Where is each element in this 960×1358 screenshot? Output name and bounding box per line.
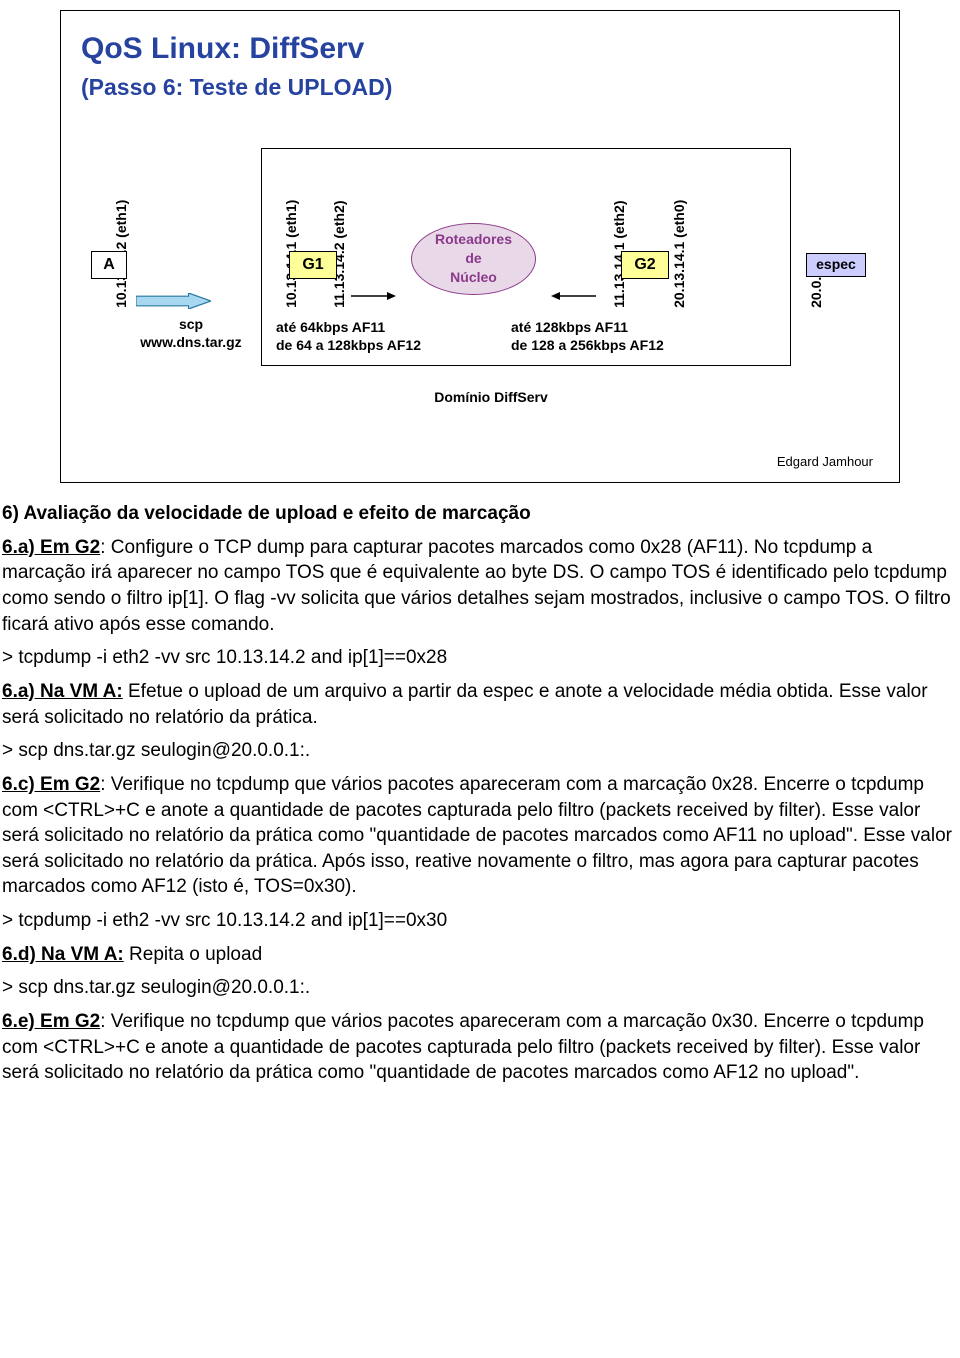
label-6a: 6.a) Em G2 — [2, 537, 100, 558]
core-line2: de — [465, 249, 481, 268]
arrow-scp — [136, 291, 211, 307]
scp-line2: www.dns.tar.gz — [140, 334, 241, 350]
node-g1: G1 — [289, 251, 337, 279]
body-text: 6) Avaliação da velocidade de upload e e… — [0, 501, 960, 1114]
rate-right-1: até 128kbps AF11 — [511, 319, 628, 335]
text-6a: : Configure o TCP dump para capturar pac… — [2, 537, 951, 635]
label-6a2: 6.a) Na VM A: — [2, 681, 123, 702]
cmd-6d: > scp dns.tar.gz seulogin@20.0.0.1:. — [2, 975, 958, 1001]
cmd-6c: > tcpdump -i eth2 -vv src 10.13.14.2 and… — [2, 908, 958, 934]
slide-title: QoS Linux: DiffServ — [81, 29, 879, 70]
credit: Edgard Jamhour — [81, 453, 873, 471]
text-6c: : Verifique no tcpdump que vários pacote… — [2, 774, 952, 898]
domain-label: Domínio DiffServ — [411, 388, 571, 407]
node-g2: G2 — [621, 251, 669, 279]
cmd-6a: > tcpdump -i eth2 -vv src 10.13.14.2 and… — [2, 645, 958, 671]
network-diagram: 10.13.14.2 (eth1) A scp www.dns.tar.gz 1… — [81, 143, 879, 443]
arrow-core-g2 — [551, 283, 596, 293]
text-6a2: Efetue o upload de um arquivo a partir d… — [2, 681, 928, 728]
rate-right: até 128kbps AF11 de 128 a 256kbps AF12 — [511, 318, 664, 356]
scp-line1: scp — [179, 316, 203, 332]
para-6d: 6.d) Na VM A: Repita o upload — [2, 942, 958, 968]
arrow-g1-core — [351, 283, 396, 293]
slide-box: QoS Linux: DiffServ (Passo 6: Teste de U… — [60, 10, 900, 483]
ip-label-g2-right: 20.13.14.1 (eth0) — [670, 199, 689, 307]
text-6e: : Verifique no tcpdump que vários pacote… — [2, 1011, 924, 1083]
node-espec: espec — [806, 253, 866, 277]
core-line1: Roteadores — [435, 230, 512, 249]
rate-left: até 64kbps AF11 de 64 a 128kbps AF12 — [276, 318, 421, 356]
rate-left-1: até 64kbps AF11 — [276, 319, 385, 335]
rate-left-2: de 64 a 128kbps AF12 — [276, 337, 421, 353]
node-a: A — [91, 251, 127, 279]
rate-right-2: de 128 a 256kbps AF12 — [511, 337, 664, 353]
para-6e: 6.e) Em G2: Verifique no tcpdump que vár… — [2, 1009, 958, 1086]
heading-6: 6) Avaliação da velocidade de upload e e… — [2, 501, 958, 527]
label-6e: 6.e) Em G2 — [2, 1011, 100, 1032]
para-6c: 6.c) Em G2: Verifique no tcpdump que vár… — [2, 772, 958, 900]
cmd-6a2: > scp dns.tar.gz seulogin@20.0.0.1:. — [2, 738, 958, 764]
label-6c: 6.c) Em G2 — [2, 774, 100, 795]
label-6d: 6.d) Na VM A: — [2, 944, 124, 965]
text-6d: Repita o upload — [124, 944, 262, 965]
scp-label: scp www.dns.tar.gz — [136, 315, 246, 353]
slide-subtitle: (Passo 6: Teste de UPLOAD) — [81, 72, 879, 103]
para-6a: 6.a) Em G2: Configure o TCP dump para ca… — [2, 535, 958, 638]
core-routers: Roteadores de Núcleo — [411, 223, 536, 295]
core-line3: Núcleo — [450, 268, 497, 287]
para-6a2: 6.a) Na VM A: Efetue o upload de um arqu… — [2, 679, 958, 730]
